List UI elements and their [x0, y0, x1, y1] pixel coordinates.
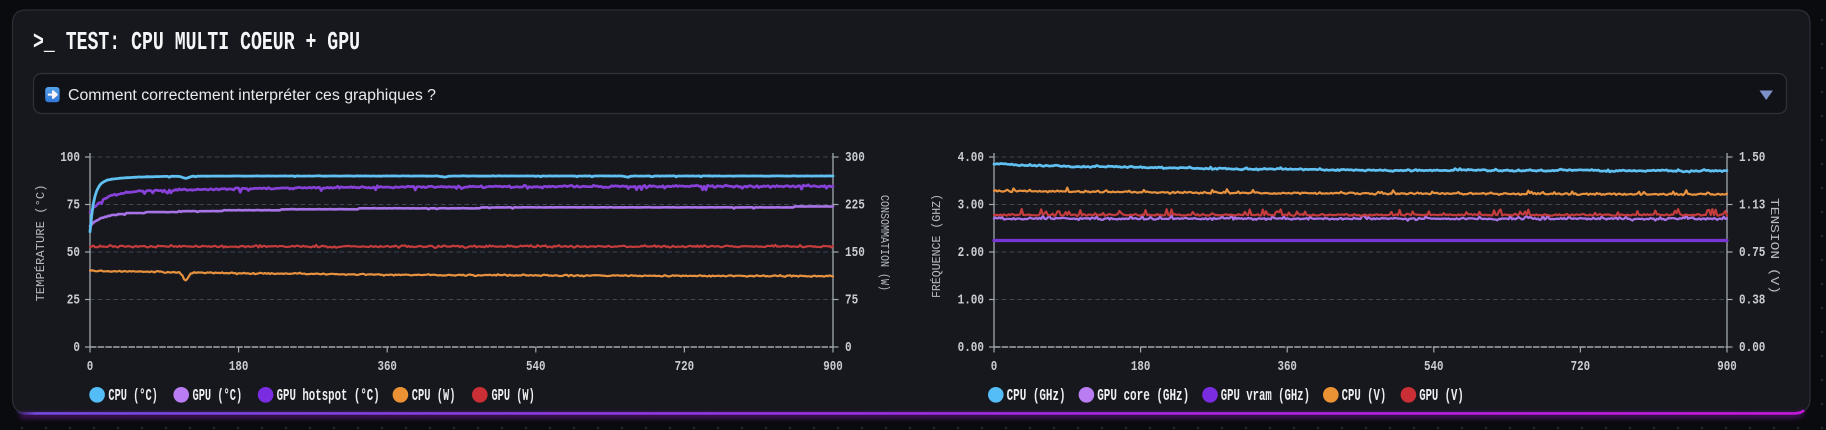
- svg-text:CPU (V): CPU (V): [1342, 386, 1387, 405]
- svg-text:900: 900: [1717, 360, 1737, 375]
- svg-text:0.75: 0.75: [1739, 246, 1765, 261]
- svg-text:180: 180: [229, 360, 249, 375]
- svg-text:75: 75: [845, 293, 858, 308]
- svg-text:0: 0: [845, 341, 852, 356]
- svg-text:0.00: 0.00: [1739, 341, 1765, 356]
- svg-text:225: 225: [845, 198, 865, 213]
- svg-text:1.00: 1.00: [958, 293, 984, 308]
- svg-text:0: 0: [73, 341, 80, 356]
- svg-text:300: 300: [845, 151, 865, 166]
- svg-text:75: 75: [67, 198, 80, 213]
- svg-text:0.38: 0.38: [1739, 293, 1765, 308]
- svg-text:540: 540: [1424, 360, 1444, 375]
- svg-text:CPU (W): CPU (W): [412, 386, 456, 405]
- svg-text:0: 0: [991, 360, 998, 375]
- svg-text:180: 180: [1131, 360, 1151, 375]
- svg-text:540: 540: [526, 360, 546, 375]
- svg-text:GPU (V): GPU (V): [1419, 386, 1464, 405]
- svg-text:GPU core (GHz): GPU core (GHz): [1097, 386, 1189, 405]
- svg-text:4.00: 4.00: [958, 151, 984, 166]
- svg-text:CPU (°C): CPU (°C): [108, 386, 157, 405]
- svg-text:TENSION (V): TENSION (V): [1767, 198, 1781, 294]
- svg-text:1.13: 1.13: [1739, 198, 1765, 213]
- svg-text:900: 900: [823, 360, 843, 375]
- svg-text:100: 100: [60, 151, 80, 166]
- svg-text:CONSOMMATION (W): CONSOMMATION (W): [877, 195, 891, 291]
- svg-text:GPU hotspot (°C): GPU hotspot (°C): [277, 386, 380, 405]
- svg-text:GPU vram (GHz): GPU vram (GHz): [1221, 386, 1310, 405]
- svg-text:Comment correctement interprét: Comment correctement interpréter ces gra…: [68, 87, 436, 104]
- svg-text:GPU (W): GPU (W): [492, 386, 535, 405]
- svg-text:>_ TEST: CPU MULTI COEUR + GPU: >_ TEST: CPU MULTI COEUR + GPU: [33, 27, 360, 57]
- svg-text:1.50: 1.50: [1739, 151, 1765, 166]
- svg-text:25: 25: [67, 293, 80, 308]
- svg-text:0: 0: [87, 360, 94, 375]
- svg-text:50: 50: [67, 246, 80, 261]
- svg-text:3.00: 3.00: [958, 198, 984, 213]
- svg-text:150: 150: [845, 246, 865, 261]
- svg-text:TEMPÉRATURE (°C): TEMPÉRATURE (°C): [33, 185, 48, 302]
- svg-text:360: 360: [377, 360, 397, 375]
- svg-text:720: 720: [675, 360, 695, 375]
- svg-text:0.00: 0.00: [958, 341, 984, 356]
- svg-text:720: 720: [1571, 360, 1591, 375]
- svg-text:CPU (GHz): CPU (GHz): [1007, 386, 1066, 405]
- svg-text:FRÉQUENCE (GHZ): FRÉQUENCE (GHZ): [929, 194, 944, 298]
- svg-text:GPU (°C): GPU (°C): [193, 386, 243, 405]
- svg-text:360: 360: [1277, 360, 1297, 375]
- svg-text:2.00: 2.00: [958, 246, 984, 261]
